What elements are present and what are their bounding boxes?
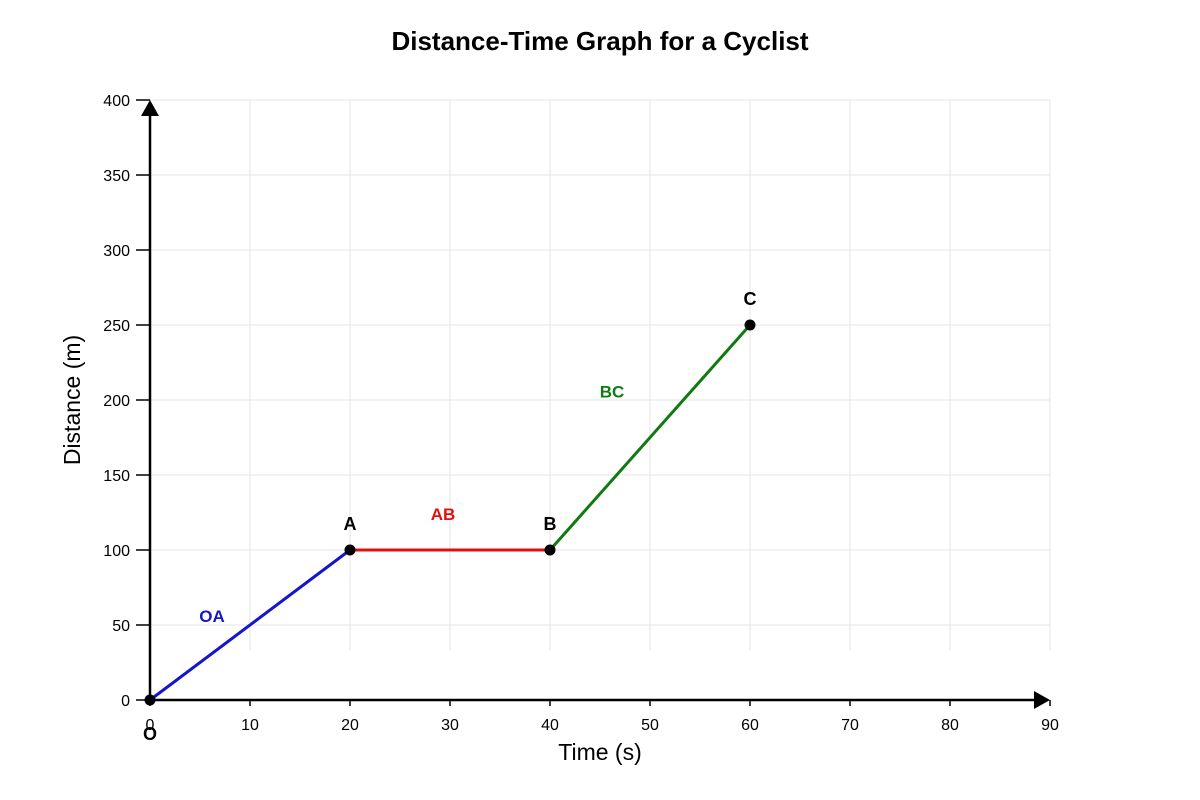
point-a	[344, 544, 356, 556]
y-tick-label-300: 300	[103, 243, 130, 260]
y-tick-label-350: 350	[103, 168, 130, 185]
y-tick-label-200: 200	[103, 393, 130, 410]
point-label-c: C	[744, 289, 757, 309]
segment-bc	[548, 323, 752, 552]
y-tick-label-50: 50	[112, 618, 130, 635]
x-axis-arrow-icon	[1034, 691, 1050, 709]
x-tick-label-20: 20	[341, 717, 359, 734]
x-tick-label-70: 70	[841, 717, 859, 734]
x-tick-label-10: 10	[241, 717, 259, 734]
segment-oa	[148, 548, 352, 702]
y-tick-label-400: 400	[103, 93, 130, 110]
segment-label-ab: AB	[431, 505, 456, 524]
y-tick-label-250: 250	[103, 318, 130, 335]
point-b	[544, 544, 556, 556]
y-tick-label-100: 100	[103, 543, 130, 560]
point-label-a: A	[344, 514, 357, 534]
data-points: OA BC	[143, 289, 757, 744]
y-tick-label-150: 150	[103, 468, 130, 485]
x-tick-label-50: 50	[641, 717, 659, 734]
y-axis-label: Distance (m)	[59, 335, 85, 465]
x-tick-label-30: 30	[441, 717, 459, 734]
point-c	[744, 319, 756, 331]
y-tick-label-0: 0	[121, 693, 130, 710]
point-o	[144, 694, 156, 706]
chart-title: Distance-Time Graph for a Cyclist	[391, 26, 808, 56]
x-tick-label-0: 0	[146, 717, 155, 734]
segment-label-bc: BC	[600, 383, 625, 402]
x-tick-label-80: 80	[941, 717, 959, 734]
axes	[141, 100, 1050, 709]
point-label-o: O	[143, 724, 157, 744]
x-axis-label: Time (s)	[558, 739, 641, 765]
point-label-b: B	[544, 514, 557, 534]
y-axis-arrow-icon	[141, 100, 159, 116]
grid	[150, 99, 1051, 650]
x-tick-label-40: 40	[541, 717, 559, 734]
segment-label-oa: OA	[199, 607, 225, 626]
x-tick-label-60: 60	[741, 717, 759, 734]
x-tick-label-90: 90	[1041, 717, 1059, 734]
ticks: 0 10 20 30 40 50 60 70 80 90 0 50 100 150 200 250 300 350…	[103, 93, 1059, 734]
